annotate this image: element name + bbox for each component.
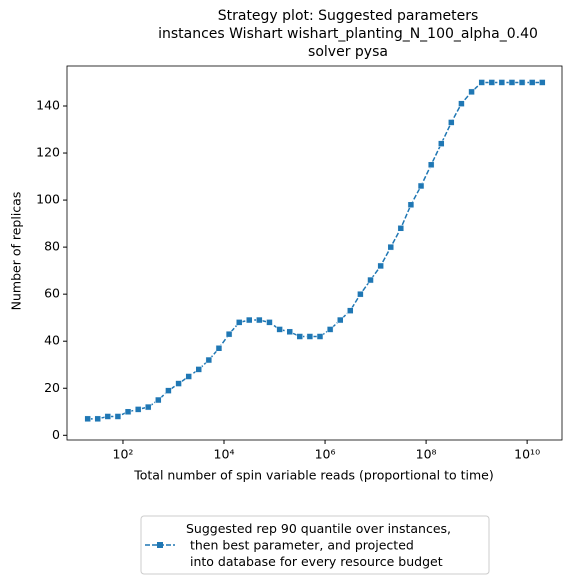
plot-frame xyxy=(66,65,563,441)
point-marker xyxy=(114,413,122,420)
x-tick-label: 10² xyxy=(113,447,134,462)
x-axis-label: Total number of spin variable reads (pro… xyxy=(133,468,494,483)
point-marker xyxy=(508,79,516,86)
x-tick-label: 10⁶ xyxy=(315,447,336,462)
point-marker xyxy=(488,79,496,86)
point-marker xyxy=(387,243,395,251)
point-marker xyxy=(326,326,334,333)
y-tick-label: 0 xyxy=(52,427,60,442)
point-marker xyxy=(498,79,506,86)
point-marker xyxy=(468,88,475,96)
point-marker xyxy=(397,225,405,232)
point-marker xyxy=(225,330,233,338)
x-tick-label: 10⁴ xyxy=(214,447,235,462)
point-marker xyxy=(235,319,243,326)
point-marker xyxy=(478,79,485,86)
y-tick-label: 20 xyxy=(44,380,60,395)
point-marker xyxy=(427,161,435,169)
legend-box xyxy=(140,515,490,575)
point-marker xyxy=(256,316,263,324)
point-marker xyxy=(448,119,455,126)
point-marker xyxy=(528,79,536,86)
point-marker xyxy=(518,79,526,86)
point-marker xyxy=(276,326,283,333)
point-marker xyxy=(195,366,202,373)
point-marker xyxy=(337,316,344,324)
point-marker xyxy=(367,276,374,284)
point-marker xyxy=(266,319,273,326)
point-marker xyxy=(458,100,465,107)
y-tick-label: 80 xyxy=(44,239,60,254)
y-tick-label: 120 xyxy=(36,145,60,160)
point-marker xyxy=(539,79,546,86)
point-marker xyxy=(144,403,152,411)
point-marker xyxy=(215,345,223,352)
point-marker xyxy=(438,140,445,147)
point-marker xyxy=(165,387,172,394)
chart-title: Strategy plot: Suggested parameters insta… xyxy=(158,8,538,60)
point-marker xyxy=(306,333,314,340)
y-tick-label: 140 xyxy=(36,97,60,112)
point-marker xyxy=(246,316,253,324)
y-tick-label: 60 xyxy=(44,286,60,301)
y-tick-label: 40 xyxy=(44,333,60,348)
point-marker xyxy=(407,201,415,209)
legend-marker xyxy=(157,542,163,548)
point-marker xyxy=(124,408,132,416)
point-marker xyxy=(357,290,364,298)
point-marker xyxy=(175,380,182,387)
point-marker xyxy=(94,415,101,423)
x-tick-label: 10⁸ xyxy=(416,447,437,462)
point-marker xyxy=(104,413,112,420)
point-marker xyxy=(155,396,162,404)
legend-label: Suggested rep 90 quantile over instances… xyxy=(186,521,451,569)
point-marker xyxy=(296,333,304,340)
point-marker xyxy=(347,307,354,314)
point-marker xyxy=(417,182,425,190)
point-marker xyxy=(185,373,192,380)
point-marker xyxy=(134,406,142,413)
series-line xyxy=(87,81,543,420)
point-marker xyxy=(377,262,384,270)
y-axis-label: Number of replicas xyxy=(9,192,24,311)
point-marker xyxy=(205,356,213,364)
y-tick-label: 100 xyxy=(36,192,60,207)
point-marker xyxy=(84,415,91,423)
x-tick-label: 10¹⁰ xyxy=(514,447,540,462)
point-marker xyxy=(316,333,324,340)
point-marker xyxy=(286,328,293,336)
